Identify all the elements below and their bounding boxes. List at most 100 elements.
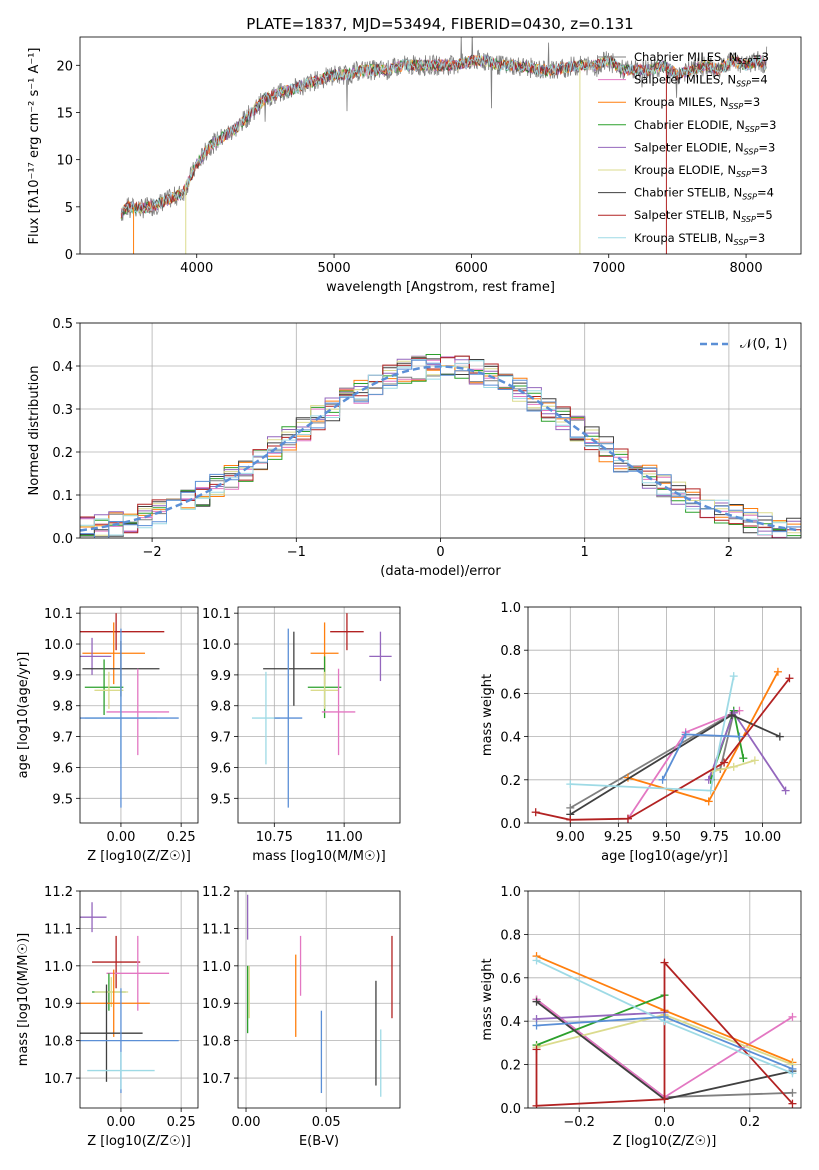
plot-area xyxy=(80,613,179,808)
panel-weight_vs_Z: −0.2 0.0 0.2 0.0 0.2 0.4 0.6 0.8 1.0 Z [log10(Z/Z… xyxy=(480,885,802,1149)
model-spectrum-line xyxy=(120,54,767,214)
x-tick-label: −1 xyxy=(287,545,306,560)
y-tick-label: 9.5 xyxy=(52,792,73,807)
y-tick-label: 0 xyxy=(65,248,73,263)
plot-area xyxy=(531,667,794,823)
y-axis-label: mass [log10(M/M☉)] xyxy=(16,933,31,1066)
y-tick-label: 0.4 xyxy=(500,1015,521,1030)
panel-mass_vs_ebv: 0.00 0.05 10.7 10.8 10.9 11.0 11.1 11.2 E(B-V) xyxy=(202,885,401,1149)
axes-frame xyxy=(79,890,199,1109)
axes-frame xyxy=(79,606,199,824)
y-tick-label: 0.2 xyxy=(500,1059,521,1074)
x-tick-label: 9.25 xyxy=(604,830,633,845)
axes-frame xyxy=(79,322,802,539)
x-tick-label: 7000 xyxy=(592,261,625,276)
panel-age_vs_mass: 10.75 11.00 9.5 9.6 9.7 9.8 9.9 10.0 10.1 mass [l… xyxy=(202,606,401,864)
y-tick-label: 5 xyxy=(65,201,73,216)
x-axis-label: E(B-V) xyxy=(299,1134,339,1149)
y-tick-label: 9.8 xyxy=(210,700,231,715)
panel-residuals: −2 −1 0 1 2 0.0 0.1 0.2 0.3 0.4 0.5 𝒩(0, 1) (data-mo… xyxy=(27,317,802,579)
y-tick-label: 9.6 xyxy=(210,761,231,776)
y-tick-label: 0.5 xyxy=(52,317,73,332)
x-axis-label: (data-model)/error xyxy=(380,564,501,579)
y-tick-label: 1.0 xyxy=(500,601,521,616)
errorbar-point xyxy=(80,902,107,933)
y-tick-label: 11.1 xyxy=(202,922,231,937)
y-tick-label: 10.0 xyxy=(44,638,73,653)
errorbar-point xyxy=(80,969,150,1037)
axes-frame xyxy=(237,890,401,1109)
x-tick-label: 0.00 xyxy=(106,1115,135,1130)
legend-label: Chabrier STELIB, NSSP=4 xyxy=(634,186,774,202)
y-tick-label: 11.2 xyxy=(44,885,73,900)
axes-frame xyxy=(237,606,401,824)
errorbar-point xyxy=(80,984,143,1082)
x-tick-label: −2 xyxy=(143,545,162,560)
y-tick-label: 9.5 xyxy=(210,792,231,807)
y-tick-label: 11.1 xyxy=(44,922,73,937)
x-tick-label: 4000 xyxy=(180,261,213,276)
errorbar-point xyxy=(330,613,364,651)
y-tick-label: 10.7 xyxy=(44,1072,73,1087)
y-tick-label: 10.7 xyxy=(202,1072,231,1087)
axes-frame xyxy=(527,606,802,824)
plot-area xyxy=(80,354,801,538)
plot-area xyxy=(120,37,768,254)
y-tick-label: 9.7 xyxy=(52,731,73,746)
x-axis-label: Z [log10(Z/Z☉)] xyxy=(613,1134,717,1149)
y-tick-label: 11.0 xyxy=(202,960,231,975)
y-tick-label: 10.8 xyxy=(44,1035,73,1050)
x-axis-label: age [log10(age/yr)] xyxy=(601,849,728,864)
legend-label: Chabrier ELODIE, NSSP=3 xyxy=(634,118,776,134)
y-tick-label: 9.8 xyxy=(52,700,73,715)
y-tick-label: 0.6 xyxy=(500,972,521,987)
y-tick-label: 0.2 xyxy=(52,446,73,461)
legend-label: Kroupa ELODIE, NSSP=3 xyxy=(634,163,768,179)
legend-label: Kroupa MILES, NSSP=3 xyxy=(634,95,760,111)
y-tick-label: 9.9 xyxy=(52,669,73,684)
x-tick-label: 2 xyxy=(725,545,733,560)
y-axis-label: Normed distribution xyxy=(27,366,42,496)
plot-area xyxy=(532,952,797,1108)
legend-label: 𝒩(0, 1) xyxy=(740,337,787,352)
y-tick-label: 0.4 xyxy=(52,360,73,375)
errorbar-point xyxy=(87,1051,155,1090)
y-tick-label: 11.2 xyxy=(202,885,231,900)
errorbar-point xyxy=(321,668,356,756)
y-tick-label: 20 xyxy=(56,59,73,74)
y-axis-label: mass weight xyxy=(480,958,495,1040)
x-axis-label: Z [log10(Z/Z☉)] xyxy=(87,849,191,864)
x-tick-label: 0.00 xyxy=(232,1115,261,1130)
y-tick-label: 10.1 xyxy=(202,607,231,622)
errorbar-point xyxy=(106,668,170,756)
weight-line xyxy=(535,960,794,1107)
y-tick-label: 1.0 xyxy=(500,885,521,900)
x-tick-label: 0.2 xyxy=(739,1115,760,1130)
y-tick-label: 9.6 xyxy=(52,761,73,776)
y-tick-label: 0.1 xyxy=(52,489,73,504)
x-tick-label: 0.25 xyxy=(167,830,196,845)
panel-mass_vs_Z: 0.00 0.25 10.7 10.8 10.9 11.0 11.1 11.2 Z [log10… xyxy=(16,885,199,1149)
y-tick-label: 10.1 xyxy=(44,607,73,622)
legend-label: Salpeter STELIB, NSSP=5 xyxy=(634,208,773,224)
x-tick-label: 0 xyxy=(436,545,444,560)
residual-histogram xyxy=(80,359,801,538)
y-tick-label: 0.8 xyxy=(500,644,521,659)
errorbar-point xyxy=(106,935,170,1011)
errorbar-point xyxy=(82,622,146,685)
panel-age_vs_Z: 0.00 0.25 9.5 9.6 9.7 9.8 9.9 10.0 10.1 Z [log10(… xyxy=(16,606,199,864)
y-tick-label: 10 xyxy=(56,154,73,169)
x-tick-label: 9.50 xyxy=(652,830,681,845)
legend-label: Salpeter ELODIE, NSSP=3 xyxy=(634,140,775,156)
errorbar-point xyxy=(92,935,141,989)
y-tick-label: 10.9 xyxy=(44,997,73,1012)
y-tick-label: 11.0 xyxy=(44,960,73,975)
x-axis-label: mass [log10(M/M☉)] xyxy=(252,849,385,864)
y-tick-label: 15 xyxy=(56,106,73,121)
x-tick-label: 11.00 xyxy=(326,830,363,845)
x-tick-label: 6000 xyxy=(455,261,488,276)
panel-spectrum: 4000 5000 6000 7000 8000 0 5 10 15 20 Chabrier MIL… xyxy=(27,36,802,295)
axes-frame xyxy=(527,890,802,1109)
x-axis-label: Z [log10(Z/Z☉)] xyxy=(87,1134,191,1149)
errorbar-point xyxy=(369,631,392,682)
